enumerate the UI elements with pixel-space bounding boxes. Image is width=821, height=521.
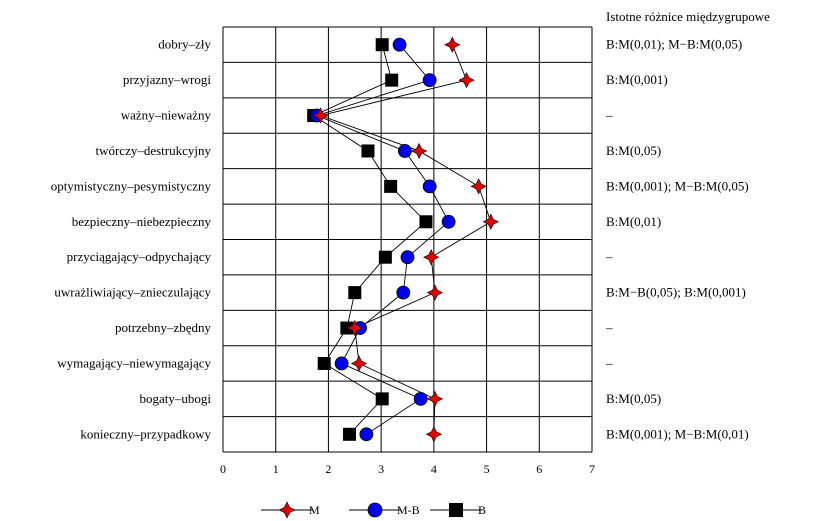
legend-label: B — [478, 503, 486, 517]
data-point-b — [385, 73, 399, 87]
x-tick-label: 7 — [589, 462, 595, 476]
data-point-m — [410, 142, 428, 160]
data-point-b — [343, 427, 357, 441]
legend-marker — [449, 503, 463, 517]
data-point-b — [348, 286, 362, 300]
category-label: konieczny–przypadkowy — [80, 426, 211, 441]
series-markers — [307, 36, 499, 443]
significance-header: Istotne różnice międzygrupowe — [606, 9, 770, 24]
x-axis-tick-labels: 0 1 2 3 4 5 6 7 — [220, 462, 595, 476]
data-point-m — [470, 178, 487, 195]
significance-note: B:M(0,001); M−B:M(0,05) — [606, 178, 749, 193]
category-label: potrzebny–zbędny — [115, 320, 212, 335]
data-point-m — [426, 284, 444, 301]
category-labels: dobry–zły przyjazny–wrogi ważny–nieważny tw… — [51, 37, 212, 442]
data-point-b — [419, 215, 433, 229]
data-point-m-b — [441, 214, 456, 229]
category-label: optymistyczny–pesymistyczny — [51, 178, 212, 193]
data-point-m — [444, 36, 461, 53]
data-point-m-b — [397, 144, 412, 158]
data-point-m-b — [396, 285, 411, 300]
data-point-m-b — [422, 179, 437, 194]
significance-note: – — [605, 108, 613, 123]
significance-note: B:M(0,001); M−B:M(0,01) — [606, 426, 749, 441]
significance-note: – — [605, 249, 613, 264]
data-point-b — [317, 356, 331, 370]
legend-label: M-B — [397, 503, 420, 517]
category-label: twórczy–destrukcyjny — [95, 143, 211, 158]
data-point-m-b — [359, 427, 374, 442]
legend-marker — [367, 502, 383, 518]
significance-note: – — [605, 320, 613, 335]
data-point-b — [378, 250, 392, 264]
significance-note: B:M(0,01); M−B:M(0,05) — [606, 37, 742, 52]
data-point-m — [423, 249, 440, 266]
series-line-m — [318, 44, 492, 435]
x-tick-label: 1 — [273, 462, 279, 476]
data-point-m-b — [413, 391, 428, 406]
series-line-b — [312, 44, 427, 435]
data-point-b — [375, 38, 389, 52]
x-tick-label: 0 — [220, 462, 226, 476]
series-line-m-b — [315, 44, 450, 435]
x-tick-label: 4 — [431, 462, 437, 476]
data-point-m-b — [400, 250, 415, 265]
category-label: bogaty–ubogi — [140, 391, 212, 406]
legend: M M-B B — [261, 501, 486, 519]
x-tick-label: 3 — [378, 462, 384, 476]
category-label: bezpieczny–niebezpieczny — [72, 214, 212, 229]
category-label: ważny–nieważny — [121, 108, 212, 123]
plot-grid — [222, 26, 593, 453]
category-label: wymagający–niewymagający — [57, 355, 211, 370]
data-point-m — [426, 390, 444, 408]
data-point-m — [482, 213, 499, 230]
data-point-m — [346, 319, 363, 337]
significance-note: B:M(0,05) — [606, 391, 661, 406]
category-label: przyjazny–wrogi — [123, 72, 211, 87]
significance-note: B:M(0,001) — [606, 72, 668, 87]
x-tick-label: 2 — [325, 462, 331, 476]
series-lines — [312, 44, 492, 435]
significance-notes: B:M(0,01); M−B:M(0,05) B:M(0,001) – B:M(0,0… — [605, 37, 749, 442]
data-point-m — [350, 355, 368, 372]
category-label: uwrażliwiający–znieczulający — [54, 285, 211, 300]
data-point-b — [384, 179, 398, 193]
data-point-b — [375, 392, 389, 406]
data-point-m — [425, 426, 443, 443]
significance-note: – — [605, 355, 613, 370]
data-point-m-b — [334, 356, 349, 371]
significance-note: B:M(0,01) — [606, 214, 661, 229]
data-point-b — [361, 144, 375, 158]
x-tick-label: 6 — [536, 462, 542, 476]
category-label: przyciągający–odpychający — [67, 249, 212, 264]
data-point-m-b — [392, 37, 407, 52]
significance-note: B:M−B(0,05); B:M(0,001) — [606, 285, 746, 300]
legend-marker — [278, 501, 296, 519]
data-point-m — [312, 107, 329, 124]
data-point-m — [458, 71, 475, 89]
x-tick-label: 5 — [484, 462, 490, 476]
legend-label: M — [309, 503, 320, 517]
significance-note: B:M(0,05) — [606, 143, 661, 158]
category-label: dobry–zły — [158, 37, 211, 52]
data-point-m-b — [422, 73, 437, 88]
